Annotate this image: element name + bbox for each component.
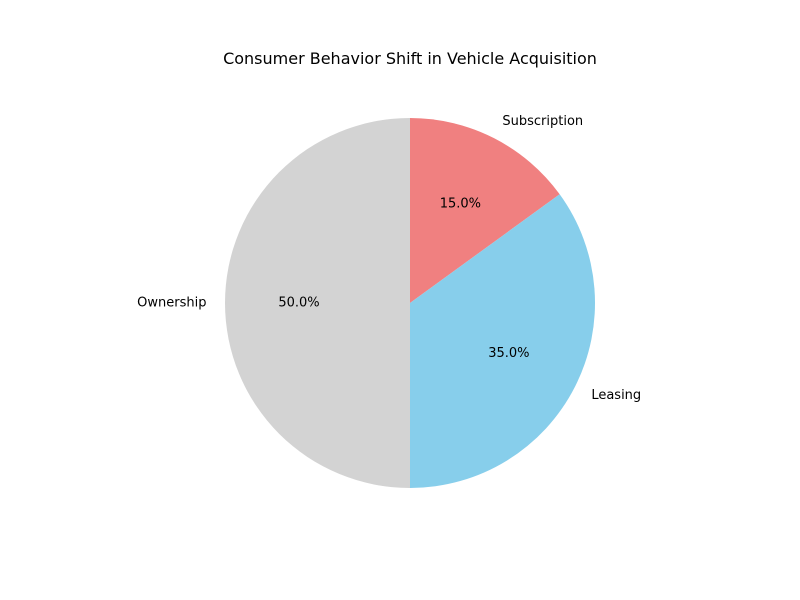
pie-label-ownership: Ownership [137, 296, 206, 311]
pie-label-subscription: Subscription [502, 114, 583, 129]
pie-slice-ownership [225, 118, 410, 488]
pie-percent-subscription: 15.0% [440, 197, 481, 212]
pie-slice-subscription [410, 118, 560, 303]
pie-percent-leasing: 35.0% [488, 346, 529, 361]
pie-labels: 15.0% Subscription 35.0% Leasing 50.0% Owners… [137, 114, 641, 403]
chart-title: Consumer Behavior Shift in Vehicle Acqui… [223, 49, 597, 68]
pie-label-leasing: Leasing [591, 388, 641, 403]
pie-percent-ownership: 50.0% [278, 296, 319, 311]
pie-slices [225, 118, 595, 488]
pie-slice-leasing [410, 194, 595, 488]
